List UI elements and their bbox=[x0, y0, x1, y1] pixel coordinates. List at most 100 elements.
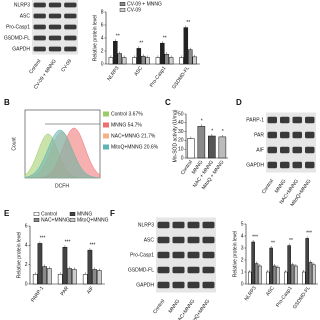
y-axis-label: Count bbox=[11, 137, 17, 151]
band-label: GSDMD-FL bbox=[4, 35, 30, 41]
band-label: Pro-Casp1 bbox=[6, 24, 30, 30]
y-tick-label: 40 bbox=[178, 120, 184, 126]
significance: * bbox=[222, 129, 224, 135]
band bbox=[292, 161, 302, 169]
bar bbox=[284, 271, 288, 285]
significance: ** bbox=[271, 240, 275, 246]
band bbox=[305, 116, 315, 124]
band bbox=[292, 116, 302, 124]
band bbox=[64, 2, 77, 8]
band-label: NLRP3 bbox=[14, 2, 30, 8]
bar bbox=[108, 57, 114, 65]
bar bbox=[132, 57, 137, 65]
x-axis-label: DCFH bbox=[55, 183, 69, 189]
band bbox=[157, 236, 170, 244]
band bbox=[48, 24, 62, 30]
y-tick-label: 4 bbox=[101, 35, 104, 41]
y-tick-label: 2 bbox=[241, 257, 244, 263]
band bbox=[157, 281, 170, 289]
bar bbox=[208, 135, 216, 159]
legend-swatch bbox=[103, 111, 109, 117]
bar bbox=[272, 265, 277, 285]
band-label: PAR bbox=[254, 132, 264, 138]
y-tick-label: 2 bbox=[101, 48, 104, 54]
y-tick-label: 4 bbox=[25, 243, 28, 249]
legend-swatch bbox=[103, 144, 109, 150]
legend-label: MitoQ+MNNG 20.6% bbox=[111, 144, 159, 150]
band bbox=[305, 161, 315, 169]
band bbox=[267, 116, 277, 124]
x-tick-label: ASC bbox=[133, 65, 144, 77]
band bbox=[64, 46, 77, 52]
band-label: GAPDH bbox=[136, 282, 154, 288]
panel-label: F bbox=[110, 209, 115, 218]
bar bbox=[164, 54, 169, 65]
y-tick-label: 30 bbox=[178, 129, 184, 135]
significance: ** bbox=[139, 41, 143, 47]
bar bbox=[96, 270, 102, 285]
band-label: ASC bbox=[144, 237, 155, 243]
significance: * bbox=[201, 119, 203, 125]
band bbox=[292, 131, 302, 139]
bar bbox=[46, 268, 52, 285]
significance: ** bbox=[116, 34, 120, 40]
panel-label: D bbox=[236, 98, 242, 107]
bar bbox=[294, 265, 298, 285]
significance: *** bbox=[65, 240, 71, 246]
band bbox=[280, 131, 290, 139]
y-axis-label: Mn-SOD activity (U/mg) bbox=[172, 109, 178, 162]
bar bbox=[192, 56, 197, 65]
band bbox=[305, 146, 315, 154]
band bbox=[157, 251, 170, 259]
band bbox=[172, 221, 185, 229]
band bbox=[202, 236, 215, 244]
band bbox=[187, 251, 200, 259]
bar bbox=[188, 49, 193, 65]
legend-label: MitoQ+MNNG bbox=[77, 217, 109, 223]
significance: ** bbox=[163, 36, 167, 42]
band bbox=[33, 2, 46, 8]
band bbox=[48, 46, 62, 52]
band bbox=[33, 35, 46, 41]
bar bbox=[117, 53, 122, 65]
y-tick-label: 8 bbox=[101, 9, 104, 15]
band bbox=[280, 161, 290, 169]
y-tick-label: 0 bbox=[101, 61, 104, 67]
band bbox=[267, 131, 277, 139]
bar bbox=[145, 57, 150, 65]
band-label: PARP-1 bbox=[246, 117, 264, 123]
legend-label: NAC+MNNG 21.7% bbox=[111, 133, 156, 139]
panel-label: C bbox=[165, 98, 171, 107]
bar bbox=[251, 241, 255, 285]
y-axis-label: Relative protein level bbox=[92, 15, 98, 61]
band bbox=[48, 35, 62, 41]
band bbox=[172, 266, 185, 274]
legend-swatch bbox=[33, 211, 40, 216]
y-tick-label: 20 bbox=[178, 138, 184, 144]
y-tick-label: 4 bbox=[241, 233, 244, 239]
bar bbox=[258, 265, 262, 285]
band bbox=[202, 251, 215, 259]
bar bbox=[121, 57, 127, 65]
band-label: AIF bbox=[256, 147, 264, 153]
band bbox=[48, 13, 62, 19]
bar bbox=[308, 262, 313, 285]
band bbox=[267, 146, 277, 154]
band bbox=[280, 116, 290, 124]
band-label: GAPDH bbox=[12, 46, 30, 52]
y-tick-label: 0 bbox=[181, 155, 184, 161]
significance: ** bbox=[289, 238, 293, 244]
legend-swatch bbox=[119, 2, 126, 6]
significance: ** bbox=[186, 20, 190, 26]
band bbox=[33, 46, 46, 52]
y-tick-label: 6 bbox=[101, 22, 104, 28]
legend-swatch bbox=[119, 7, 126, 12]
band bbox=[33, 13, 46, 19]
legend-label: MNNG 54.7% bbox=[111, 122, 142, 128]
band bbox=[280, 146, 290, 154]
band bbox=[202, 281, 215, 289]
bar bbox=[136, 48, 142, 65]
band bbox=[33, 24, 46, 30]
